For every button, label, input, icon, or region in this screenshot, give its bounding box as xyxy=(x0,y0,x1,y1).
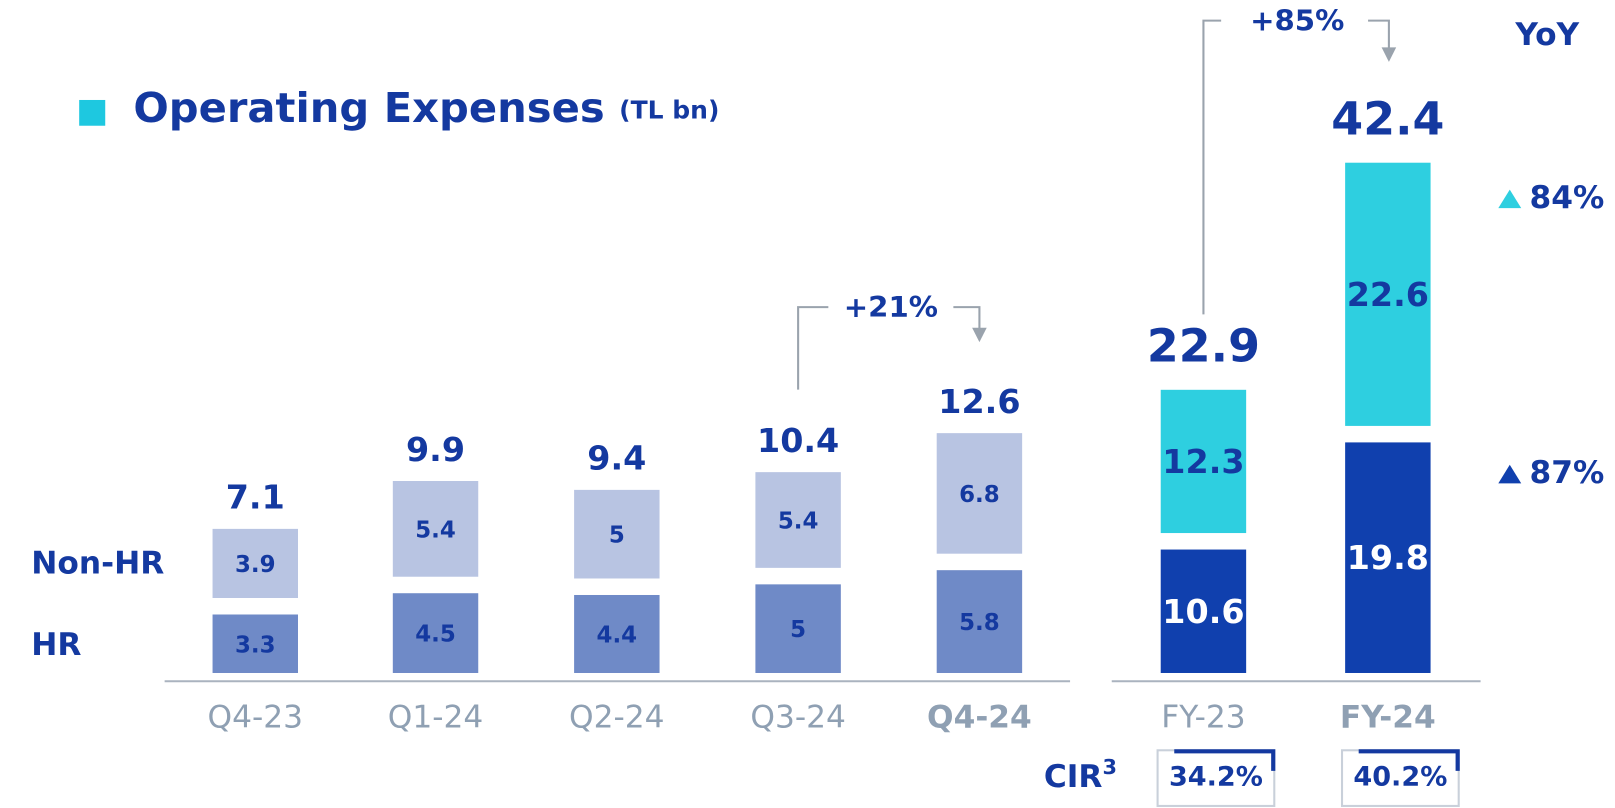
cir-corner xyxy=(1358,749,1460,771)
bar-segment xyxy=(392,481,479,577)
bar-segment xyxy=(936,433,1023,554)
bar-segment xyxy=(212,614,298,673)
total-label: 12.6 xyxy=(938,382,1020,421)
bar-segment xyxy=(392,593,479,673)
segment-label: 3.3 xyxy=(235,632,276,658)
yoy-triangle xyxy=(1498,464,1522,484)
chart-title: Operating Expenses (TL bn) xyxy=(133,84,719,132)
cir-label: CIR3 xyxy=(1044,755,1117,795)
cir-value: 34.2% xyxy=(1169,762,1263,793)
total-label: 7.1 xyxy=(226,478,285,517)
x-tick-label: Q2-24 xyxy=(569,699,665,735)
bar-segment xyxy=(936,570,1023,673)
segment-label: 12.3 xyxy=(1162,442,1244,481)
bar-segment xyxy=(1160,389,1247,534)
segment-label: 22.6 xyxy=(1347,275,1429,314)
series-label: Non-HR xyxy=(31,546,164,582)
yoy-triangle xyxy=(1498,189,1522,209)
bar-segment xyxy=(755,584,841,673)
cir-value: 40.2% xyxy=(1353,762,1447,793)
segment-label: 5 xyxy=(790,617,806,643)
series-label: HR xyxy=(31,627,81,663)
change-label: +21% xyxy=(844,290,938,324)
yoy-label: 87% xyxy=(1530,455,1605,491)
segment-label: 10.6 xyxy=(1162,592,1244,631)
segment-label: 4.4 xyxy=(597,623,638,649)
bar-segment xyxy=(574,594,660,673)
change-label: +85% xyxy=(1250,4,1344,38)
x-tick-label: Q4-23 xyxy=(208,699,304,735)
segment-label: 5.4 xyxy=(415,518,456,544)
x-tick-label: FY-24 xyxy=(1340,699,1436,735)
segment-label: 5 xyxy=(609,523,625,549)
bar-segment xyxy=(1345,442,1431,673)
total-label: 42.4 xyxy=(1331,93,1444,146)
bar-segment xyxy=(574,489,660,579)
segment-label: 4.5 xyxy=(415,622,456,648)
bar-segment xyxy=(1160,549,1247,673)
arrow-head xyxy=(1381,47,1397,62)
segment-label: 6.8 xyxy=(959,482,1000,508)
x-tick-label: FY-23 xyxy=(1161,699,1245,735)
total-label: 10.4 xyxy=(757,421,839,460)
yoy-label: 84% xyxy=(1530,180,1605,216)
segment-label: 3.9 xyxy=(235,552,276,578)
change-bracket xyxy=(1202,19,1390,315)
segment-label: 5.8 xyxy=(959,610,1000,636)
segment-label: 5.4 xyxy=(778,509,819,535)
x-tick-label: Q4-24 xyxy=(927,699,1032,735)
bar-segment xyxy=(1345,162,1431,426)
total-label: 9.4 xyxy=(587,439,646,478)
total-label: 22.9 xyxy=(1147,320,1260,373)
arrow-head xyxy=(972,327,987,343)
bar-segment xyxy=(212,528,298,599)
yoy-title: YoY xyxy=(1514,17,1579,53)
total-label: 9.9 xyxy=(406,430,465,469)
x-tick-label: Q1-24 xyxy=(388,699,484,735)
x-tick-label: Q3-24 xyxy=(750,699,846,735)
change-bracket xyxy=(797,306,981,390)
title-icon xyxy=(79,99,106,126)
bar-segment xyxy=(755,472,841,568)
cir-corner xyxy=(1174,749,1276,771)
segment-label: 19.8 xyxy=(1347,538,1429,577)
